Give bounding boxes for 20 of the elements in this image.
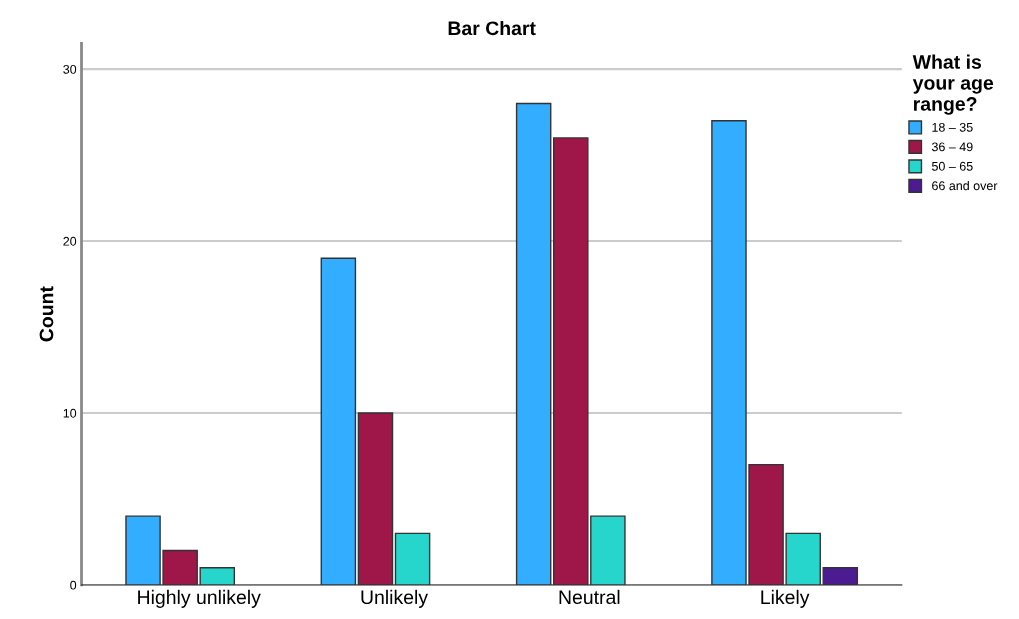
y-axis-title: Count	[39, 286, 54, 342]
bar	[822, 567, 859, 585]
y-tick-label: 10	[63, 408, 77, 418]
x-tick-label: Highly unlikely	[138, 589, 261, 608]
bar	[394, 532, 431, 585]
y-tick-label: 20	[63, 236, 77, 246]
bar	[515, 102, 552, 585]
y-tick-label: 30	[63, 64, 77, 74]
legend-label: 50 – 65	[931, 161, 973, 171]
x-tick-label: Unlikely	[361, 589, 429, 608]
x-tick-label: Neutral	[559, 589, 620, 605]
y-tick-label: 0	[70, 580, 77, 590]
chart-title: Bar Chart	[448, 20, 536, 36]
legend-label: 66 and over	[932, 180, 998, 191]
x-tick-label: Likely	[761, 589, 810, 608]
bar	[357, 412, 394, 585]
bar	[320, 257, 357, 585]
legend-title: What is your age range?	[912, 54, 994, 115]
legend-label: 36 – 49	[931, 142, 973, 152]
legend-label: 18 – 35	[932, 122, 973, 132]
